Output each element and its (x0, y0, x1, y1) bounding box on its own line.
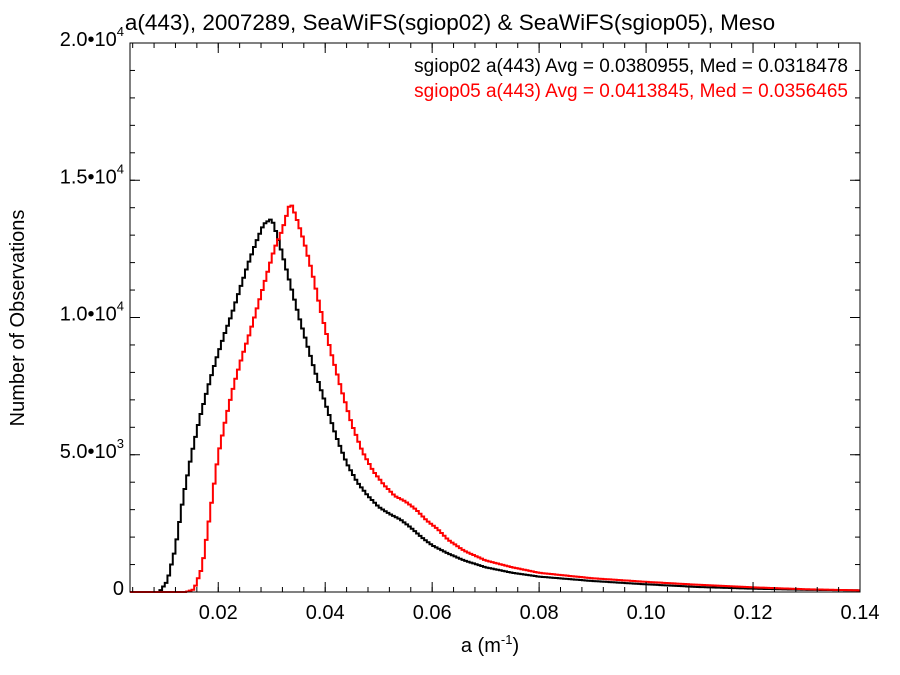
x-tick-label: 0.08 (520, 602, 559, 624)
legend-entry-sgiop05: sgiop05 a(443) Avg = 0.0413845, Med = 0.… (414, 81, 848, 102)
plot-frame (129, 42, 861, 593)
x-tick-label: 0.10 (627, 602, 666, 624)
x-axis-label: a (m-1) (461, 632, 519, 657)
legend-entry-sgiop02: sgiop02 a(443) Avg = 0.0380955, Med = 0.… (414, 56, 848, 77)
y-tick-label: 2.0•104 (60, 24, 124, 51)
y-tick-label: 5.0•103 (60, 436, 124, 463)
x-tick-labels: 0.02 0.04 0.06 0.08 0.10 0.12 0.14 (199, 602, 880, 624)
y-tick-labels: 0 5.0•103 1.0•104 1.5•104 2.0•104 (60, 24, 124, 600)
series-line-sgiop05 (130, 204, 860, 593)
y-tick-label: 0 (113, 578, 124, 600)
x-tick-label: 0.04 (306, 602, 345, 624)
x-tick-label: 0.12 (734, 602, 773, 624)
y-axis-label: Number of Observations (7, 210, 29, 427)
y-tick-label: 1.0•104 (60, 299, 124, 326)
y-tick-label: 1.5•104 (60, 161, 124, 188)
axis-ticks (130, 42, 861, 593)
series-lines (130, 204, 860, 593)
x-tick-label: 0.14 (841, 602, 880, 624)
x-tick-label: 0.02 (199, 602, 238, 624)
x-tick-label: 0.06 (413, 602, 452, 624)
chart-title: a(443), 2007289, SeaWiFS(sgiop02) & SeaW… (125, 10, 775, 35)
series-line-sgiop02 (130, 218, 860, 593)
